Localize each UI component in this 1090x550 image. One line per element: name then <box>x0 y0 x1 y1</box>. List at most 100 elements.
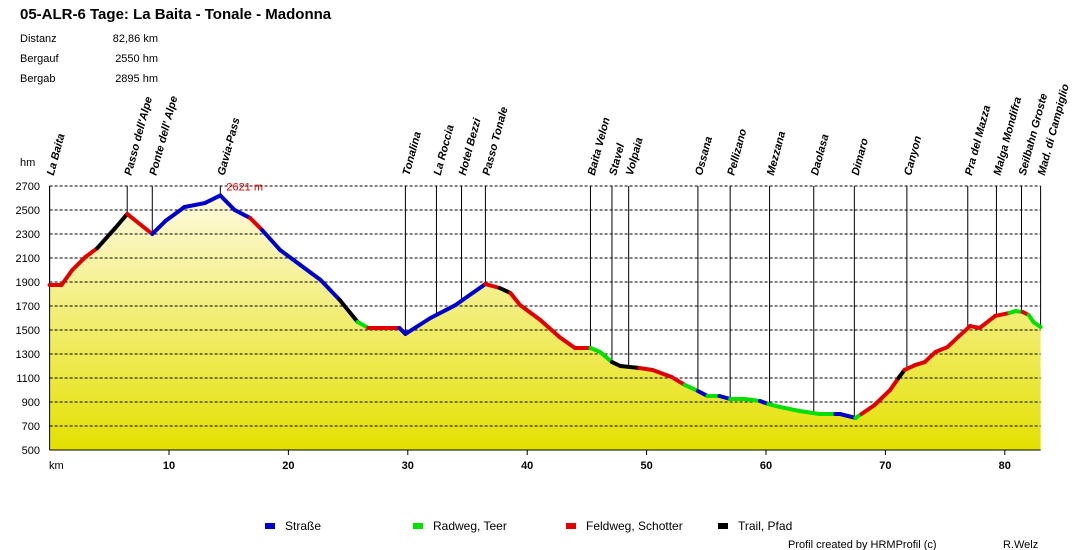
x-tick-label: 20 <box>282 460 294 472</box>
profile-segment <box>742 397 763 404</box>
profile-segment <box>278 247 303 267</box>
profile-segment <box>888 376 901 392</box>
legend-swatch <box>265 523 275 529</box>
profile-segment <box>298 262 323 282</box>
waypoint-label: Pra del Mazza <box>963 104 993 177</box>
profile-segment <box>218 193 237 212</box>
waypoint-label: Mezzana <box>765 130 788 177</box>
footer: Profil created by HRMProfil (c) <box>788 539 937 550</box>
waypoint-label: La Baita <box>45 132 68 176</box>
y-tick-label: 1500 <box>16 325 40 337</box>
profile-segment <box>557 334 577 350</box>
profile-segment <box>355 319 371 330</box>
profile-segment <box>483 282 502 290</box>
y-tick-label: 700 <box>22 421 40 433</box>
profile-segment <box>163 205 187 224</box>
legend-label: Trail, Pfad <box>738 519 792 533</box>
profile-segment <box>945 334 961 350</box>
peak-annotation: 2621 m <box>226 181 263 193</box>
profile-segment <box>859 403 877 416</box>
profile-segment <box>650 367 674 380</box>
profile-segment <box>682 382 700 393</box>
profile-segment <box>797 409 822 416</box>
chart-title: 05-ALR-6 Tage: La Baita - Tonale - Madon… <box>20 6 332 23</box>
waypoint-label: Volpaia <box>624 136 646 177</box>
x-tick-label: 30 <box>402 460 414 472</box>
x-tick-label: 10 <box>163 460 175 472</box>
x-axis-label: km <box>49 460 64 472</box>
waypoint-label: Dimaro <box>850 137 871 177</box>
profile-segment <box>202 193 223 206</box>
y-tick-label: 2300 <box>16 229 40 241</box>
profile-segment <box>922 349 938 365</box>
y-tick-label: 1700 <box>16 301 40 313</box>
waypoint-label: Passo Tonale <box>481 106 511 177</box>
profile-segment <box>618 364 642 371</box>
profile-segment <box>538 318 562 339</box>
stat-label: Bergauf <box>20 53 59 65</box>
legend-label: Feldweg, Schotter <box>586 519 683 533</box>
profile-segment <box>59 268 75 287</box>
profile-segment <box>182 201 207 209</box>
legend-label: Straße <box>285 519 321 533</box>
y-tick-label: 1300 <box>16 349 40 361</box>
profile-segment <box>403 316 433 336</box>
profile-segment <box>125 211 155 236</box>
y-axis-label: hm <box>20 157 35 169</box>
legend-swatch <box>718 523 728 529</box>
profile-segment <box>83 246 100 260</box>
y-tick-label: 500 <box>22 445 40 457</box>
waypoint-label: Pellizano <box>725 127 749 176</box>
profile-segment <box>232 208 253 221</box>
x-tick-label: 60 <box>760 460 772 472</box>
y-tick-label: 900 <box>22 397 40 409</box>
profile-segment <box>669 375 687 387</box>
profile-segment <box>95 226 118 251</box>
stat-label: Distanz <box>20 33 57 45</box>
x-tick-label: 40 <box>521 460 533 472</box>
waypoint-label: La Roccia <box>432 123 457 176</box>
stat-value: 2895 hm <box>115 73 158 85</box>
y-tick-label: 2700 <box>16 181 40 193</box>
stat-value: 2550 hm <box>115 53 158 65</box>
legend-label: Radweg, Teer <box>433 519 507 533</box>
y-tick-label: 1900 <box>16 277 40 289</box>
profile-segment <box>508 291 523 308</box>
x-tick-label: 50 <box>640 460 652 472</box>
profile-segment <box>337 298 360 324</box>
profile-segment <box>637 366 655 372</box>
stat-label: Bergab <box>20 73 55 85</box>
profile-segment <box>993 310 1012 318</box>
profile-segment <box>1031 319 1043 329</box>
legend-swatch <box>566 523 576 529</box>
profile-segment <box>113 211 130 230</box>
profile-segment <box>598 349 614 365</box>
profile-segment <box>318 277 342 302</box>
profile-segment <box>977 313 998 330</box>
waypoint-label: Daolasa <box>809 133 832 177</box>
profile-segment <box>248 216 265 233</box>
y-tick-label: 2100 <box>16 253 40 265</box>
profile-segment <box>766 402 783 410</box>
profile-area <box>49 195 1041 450</box>
profile-segment <box>933 345 950 354</box>
waypoint-label: Hotel Bezzi <box>457 116 484 177</box>
x-tick-label: 80 <box>999 460 1011 472</box>
y-tick-label: 2500 <box>16 205 40 217</box>
profile-segment <box>150 219 168 236</box>
profile-segment <box>70 255 88 272</box>
legend-swatch <box>413 523 423 529</box>
profile-segment <box>872 388 893 407</box>
waypoint-label: Tonalina <box>401 130 424 176</box>
profile-segment <box>453 282 488 308</box>
profile-segment <box>428 303 458 320</box>
author: R.Welz <box>1003 539 1038 550</box>
profile-segment <box>518 303 543 323</box>
stat-value: 82,86 km <box>113 33 158 45</box>
profile-segment <box>838 412 858 420</box>
profile-segment <box>260 228 283 252</box>
x-tick-label: 70 <box>879 460 891 472</box>
y-tick-label: 1100 <box>16 373 40 385</box>
waypoint-label: Canyon <box>902 134 924 176</box>
profile-segment <box>956 324 973 339</box>
